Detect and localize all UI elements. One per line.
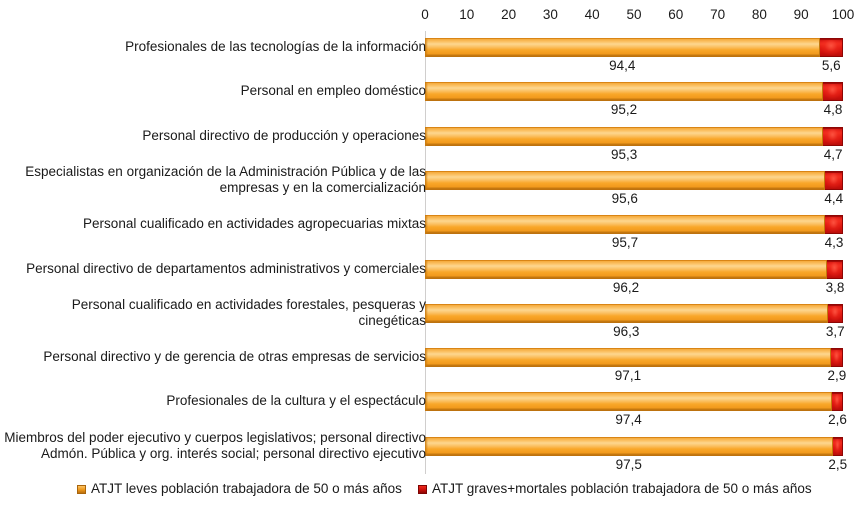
category-label: Especialistas en organización de la Admi…: [25, 163, 426, 196]
bar-segment-leves[interactable]: [425, 126, 824, 146]
x-axis: 0 10 20 30 40 50 60 70 80 90 100: [421, 0, 854, 30]
chart-row: 94,4 5,6: [425, 31, 843, 75]
data-label-graves: 2,9: [827, 368, 847, 384]
data-label-graves: 4,4: [824, 190, 844, 206]
data-label-leves: 95,3: [611, 146, 638, 162]
category-label: Profesionales de la cultura y el espectá…: [166, 393, 426, 409]
data-label-graves: 4,8: [823, 102, 843, 118]
x-axis-tick: 30: [542, 7, 558, 22]
data-label-leves: 97,4: [615, 412, 642, 428]
category-label: Miembros del poder ejecutivo y cuerpos l…: [4, 429, 426, 462]
bar-segment-leves[interactable]: [425, 215, 826, 235]
x-axis-tick: 0: [421, 7, 429, 22]
data-label-leves: 96,3: [613, 323, 640, 339]
x-axis-tick: 70: [710, 7, 726, 22]
bar-segment-leves[interactable]: [425, 259, 828, 279]
legend-swatch-icon-graves: [418, 484, 427, 494]
bar-track: [425, 38, 843, 57]
legend-label-graves: ATJT graves+mortales población trabajado…: [432, 481, 812, 496]
plot-area: 94,4 5,6 95,2 4,8 95,3 4,7 95,6 4,4 95,7 4,3 96,2 3…: [425, 31, 847, 474]
bar-track: [425, 126, 843, 146]
bar-segment-leves[interactable]: [425, 38, 820, 57]
bar-segment-graves[interactable]: [824, 170, 843, 190]
chart-row: 97,4 2,6: [425, 385, 847, 429]
x-axis-tick: 20: [501, 7, 517, 22]
data-label-graves: 4,3: [824, 235, 844, 251]
bar-segment-graves[interactable]: [819, 38, 843, 57]
data-label-leves: 97,5: [615, 456, 642, 472]
category-label: Personal directivo de producción y opera…: [142, 127, 426, 143]
bar-segment-leves[interactable]: [425, 303, 828, 323]
chart-legend: ATJT leves población trabajadora de 50 o…: [0, 480, 860, 504]
bar-segment-graves[interactable]: [822, 82, 843, 102]
data-label-leves: 96,2: [612, 279, 640, 295]
chart-row: 97,1 2,9: [425, 341, 846, 385]
bar-segment-graves[interactable]: [832, 436, 843, 456]
category-label: Personal directivo de departamentos admi…: [26, 260, 426, 276]
bar-track: [425, 170, 843, 190]
bar-segment-graves[interactable]: [832, 392, 843, 412]
legend-item-leves[interactable]: ATJT leves población trabajadora de 50 o…: [77, 480, 402, 498]
bar-track: [425, 392, 843, 412]
data-label-leves: 94,4: [609, 58, 636, 73]
bar-segment-graves[interactable]: [827, 259, 843, 279]
x-axis-tick: 40: [584, 7, 600, 22]
chart-row: 95,6 4,4: [425, 164, 843, 208]
data-label-graves: 2,5: [828, 456, 848, 472]
bar-segment-leves[interactable]: [425, 392, 833, 412]
x-axis-tick: 100: [831, 7, 855, 22]
x-axis-tick: 50: [626, 7, 642, 22]
category-label: Personal cualificado en actividades agro…: [83, 216, 426, 232]
chart-row: 95,3 4,7: [425, 120, 843, 164]
bar-track: [425, 303, 843, 323]
bar-segment-graves[interactable]: [825, 215, 843, 235]
bar-segment-graves[interactable]: [827, 303, 843, 323]
data-label-leves: 95,7: [611, 235, 639, 251]
data-label-graves: 4,7: [823, 146, 843, 162]
data-label-graves: 3,7: [825, 323, 845, 339]
bar-segment-leves[interactable]: [425, 348, 831, 368]
data-label-leves: 95,2: [610, 102, 638, 118]
bar-track: [425, 82, 843, 102]
bar-track: [425, 215, 843, 235]
data-label-graves: 3,8: [825, 279, 845, 295]
bar-segment-leves[interactable]: [425, 170, 825, 190]
axis-baseline: [425, 31, 426, 474]
legend-item-graves[interactable]: ATJT graves+mortales población trabajado…: [418, 480, 812, 498]
x-axis-tick: 10: [459, 7, 475, 22]
x-axis-tick: 90: [793, 7, 809, 22]
chart-row: 96,3 3,7: [425, 297, 845, 341]
x-axis-tick: 60: [668, 7, 684, 22]
data-label-leves: 97,1: [614, 368, 642, 384]
chart-row: 96,2 3,8: [425, 253, 845, 297]
legend-swatch-icon-leves: [77, 484, 86, 494]
category-label: Profesionales de las tecnologías de la i…: [125, 39, 426, 54]
data-label-graves: 5,6: [821, 58, 841, 73]
legend-label-leves: ATJT leves población trabajadora de 50 o…: [91, 481, 402, 496]
bar-track: [425, 259, 843, 279]
bar-segment-graves[interactable]: [830, 348, 843, 368]
bar-segment-leves[interactable]: [425, 82, 823, 102]
category-label: Personal en empleo doméstico: [240, 83, 426, 99]
bar-segment-graves[interactable]: [823, 126, 843, 146]
bar-track: [425, 436, 843, 456]
data-label-leves: 95,6: [611, 190, 638, 206]
category-label: Personal directivo y de gerencia de otra…: [43, 349, 426, 365]
chart-row: 95,7 4,3: [425, 208, 843, 252]
chart-row: 97,5 2,5: [425, 430, 847, 474]
data-label-graves: 2,6: [828, 412, 847, 428]
bar-segment-leves[interactable]: [425, 436, 833, 456]
x-axis-tick: 80: [751, 7, 767, 22]
category-label: Personal cualificado en actividades fore…: [71, 296, 426, 329]
chart-row: 95,2 4,8: [425, 75, 843, 119]
bar-track: [425, 348, 843, 368]
